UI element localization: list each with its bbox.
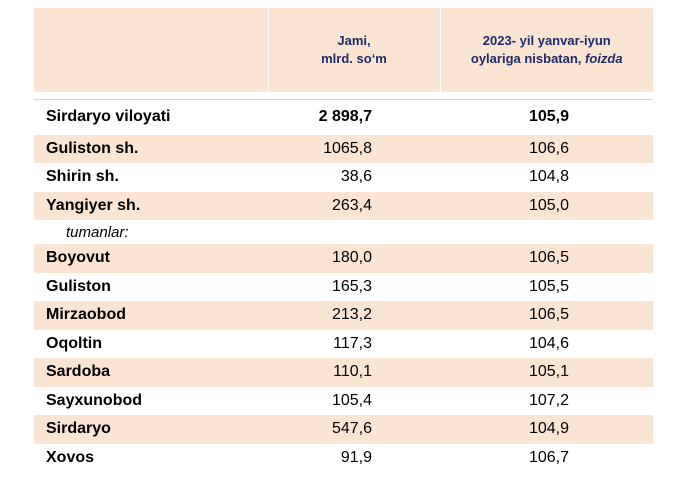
table-row-total: Sirdaryo viloyati 2 898,7 105,9	[34, 100, 653, 135]
district-value: 117,3	[333, 334, 372, 352]
table-row: Sayxunobod 105,4 107,2	[34, 387, 653, 416]
city-percent: 106,6	[440, 134, 653, 163]
city-percent: 105,0	[440, 191, 653, 220]
district-percent: 107,2	[528, 391, 569, 409]
district-name: Boyovut	[34, 244, 268, 273]
table-row: Guliston sh. 1065,8 106,6	[34, 134, 653, 163]
header-empty-cell	[34, 8, 268, 92]
district-name: Sirdaryo	[34, 415, 268, 444]
table-row: Boyovut 180,0 106,5	[34, 244, 653, 273]
district-name: Mirzaobod	[34, 301, 268, 330]
table-row: Sirdaryo 547,6 104,9	[34, 415, 653, 444]
district-value: 105,4	[331, 391, 372, 409]
city-value: 1065,8	[268, 134, 440, 163]
table-row: Oqoltin 117,3 104,6	[34, 330, 653, 359]
header-percent: 2023- yil yanvar-iyun oylariga nisbatan,…	[439, 8, 653, 92]
district-percent: 104,6	[528, 334, 569, 352]
header-total-line2: mlrd. so‘m	[321, 51, 387, 66]
district-value: 110,1	[268, 358, 440, 387]
district-percent: 104,9	[440, 415, 653, 444]
districts-subheader: tumanlar:	[66, 223, 129, 241]
statistics-table: Jami, mlrd. so‘m 2023- yil yanvar-iyun o…	[34, 8, 653, 472]
table-row: Xovos 91,9 106,7	[34, 444, 653, 473]
header-percent-line2-text: oylariga nisbatan,	[470, 51, 586, 66]
table-row: Mirzaobod 213,2 106,5	[34, 301, 653, 330]
header-percent-line1: 2023- yil yanvar-iyun	[482, 33, 611, 48]
city-name: Guliston sh.	[34, 134, 268, 163]
region-name: Sirdaryo viloyati	[46, 108, 171, 126]
city-name: Shirin sh.	[46, 168, 119, 186]
district-name: Guliston	[46, 277, 111, 295]
district-value: 91,9	[340, 448, 372, 466]
subheader-row: tumanlar:	[34, 220, 653, 244]
district-value: 213,2	[268, 301, 440, 330]
district-percent: 105,5	[528, 277, 569, 295]
district-name: Oqoltin	[46, 334, 102, 352]
district-name: Sayxunobod	[46, 391, 143, 409]
region-percent: 105,9	[528, 108, 569, 126]
header-total: Jami, mlrd. so‘m	[267, 8, 440, 92]
district-percent: 106,7	[528, 448, 569, 466]
city-name: Yangiyer sh.	[34, 191, 268, 220]
district-percent: 106,5	[440, 244, 653, 273]
table-row: Sardoba 110,1 105,1	[34, 358, 653, 387]
district-name: Sardoba	[34, 358, 268, 387]
district-percent: 106,5	[440, 301, 653, 330]
region-value: 2 898,7	[318, 108, 372, 126]
table-row: Guliston 165,3 105,5	[34, 273, 653, 302]
city-value: 263,4	[268, 191, 440, 220]
table-row: Shirin sh. 38,6 104,8	[34, 163, 653, 192]
district-value: 165,3	[331, 277, 372, 295]
header-percent-unit: foizda	[585, 51, 623, 66]
table-header-row: Jami, mlrd. so‘m 2023- yil yanvar-iyun o…	[34, 8, 653, 92]
city-value: 38,6	[340, 168, 372, 186]
district-value: 547,6	[268, 415, 440, 444]
district-percent: 105,1	[440, 358, 653, 387]
header-percent-line2: oylariga nisbatan, foizda	[445, 50, 650, 68]
data-table-container: Jami, mlrd. so‘m 2023- yil yanvar-iyun o…	[34, 8, 653, 472]
city-percent: 104,8	[528, 168, 569, 186]
header-separator	[34, 92, 653, 100]
district-name: Xovos	[46, 448, 95, 466]
table-row: Yangiyer sh. 263,4 105,0	[34, 191, 653, 220]
district-value: 180,0	[268, 244, 440, 273]
header-total-line1: Jami,	[337, 33, 371, 48]
